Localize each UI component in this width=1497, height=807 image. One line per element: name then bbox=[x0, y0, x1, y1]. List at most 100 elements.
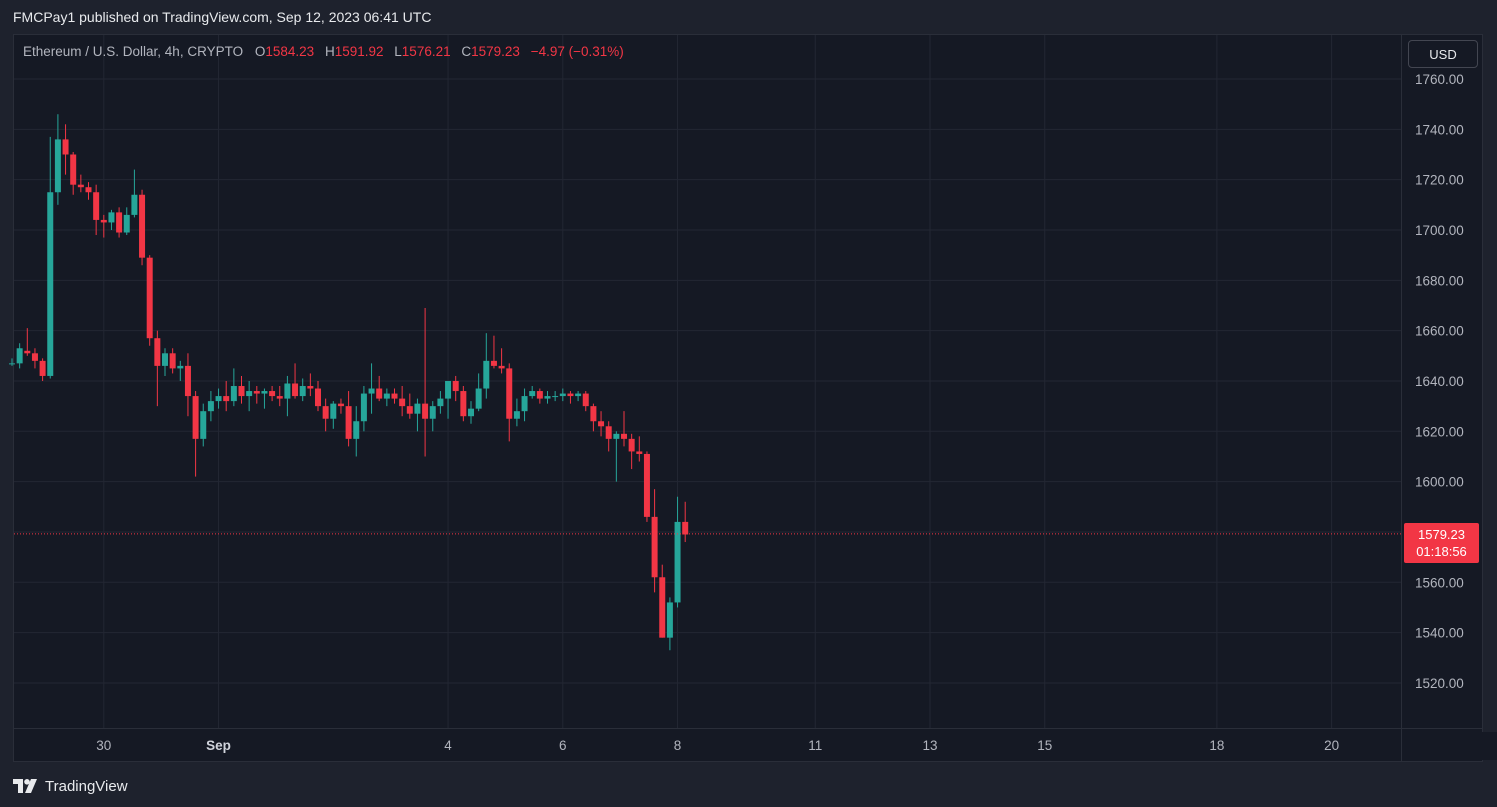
candle-body bbox=[276, 396, 283, 399]
candle-body bbox=[429, 406, 436, 419]
candle-body bbox=[77, 184, 84, 188]
candle bbox=[368, 363, 375, 414]
candle-body bbox=[360, 393, 367, 422]
x-tick-label: 15 bbox=[1037, 738, 1052, 753]
candle bbox=[628, 433, 635, 470]
y-tick-label: 1540.00 bbox=[1415, 626, 1464, 641]
symbol-legend: Ethereum / U.S. Dollar, 4h, CRYPTO O1584… bbox=[23, 44, 624, 59]
axis-corner bbox=[1402, 732, 1497, 760]
x-tick-label: 8 bbox=[674, 738, 682, 753]
candle-body bbox=[85, 187, 92, 193]
candle bbox=[353, 406, 360, 457]
y-tick-label: 1700.00 bbox=[1415, 223, 1464, 238]
candle bbox=[292, 363, 299, 399]
candle-body bbox=[483, 360, 490, 389]
candle bbox=[559, 388, 566, 402]
last-price-tag: 1579.23 01:18:56 bbox=[1404, 523, 1479, 563]
candle bbox=[62, 124, 69, 175]
chart-frame[interactable] bbox=[13, 34, 1483, 762]
symbol-title: Ethereum / U.S. Dollar, 4h, CRYPTO bbox=[23, 44, 244, 59]
candles bbox=[9, 114, 689, 651]
candle-body bbox=[337, 403, 344, 407]
candle-body bbox=[368, 388, 375, 394]
candle bbox=[322, 398, 329, 432]
candle bbox=[238, 375, 245, 404]
candle-body bbox=[215, 396, 222, 402]
candle-body bbox=[513, 411, 520, 419]
candle-body bbox=[223, 396, 230, 402]
candle-body bbox=[506, 368, 513, 419]
candle-body bbox=[299, 386, 306, 397]
bar-countdown: 01:18:56 bbox=[1416, 544, 1467, 559]
candle bbox=[261, 388, 268, 409]
x-tick-label: 18 bbox=[1209, 738, 1224, 753]
candle bbox=[9, 358, 15, 366]
candle bbox=[468, 401, 474, 424]
candle bbox=[169, 348, 176, 374]
candle-body bbox=[292, 383, 299, 397]
candle bbox=[422, 308, 429, 457]
candle bbox=[184, 353, 191, 417]
candle-body bbox=[207, 401, 214, 412]
candle bbox=[590, 403, 597, 432]
y-tick-label: 1680.00 bbox=[1415, 273, 1464, 288]
candle bbox=[521, 388, 528, 422]
change-value: −4.97 (−0.31%) bbox=[530, 44, 624, 59]
candle-body bbox=[353, 421, 360, 439]
candle bbox=[85, 182, 92, 200]
candle bbox=[490, 335, 497, 369]
open-label: O bbox=[254, 44, 266, 59]
candle-body bbox=[414, 403, 421, 414]
x-tick-label: 13 bbox=[922, 738, 937, 753]
candle bbox=[437, 391, 444, 414]
candle-body bbox=[582, 393, 589, 407]
candle-body bbox=[643, 453, 650, 517]
candle bbox=[47, 136, 54, 379]
candle bbox=[598, 411, 605, 437]
candle bbox=[192, 391, 199, 477]
x-tick-label: 6 bbox=[559, 738, 567, 753]
close-label: C bbox=[461, 44, 472, 59]
candle bbox=[544, 391, 551, 404]
y-tick-label: 1740.00 bbox=[1415, 122, 1464, 137]
footer-brand[interactable]: TradingView bbox=[13, 774, 128, 798]
candle-body bbox=[9, 363, 15, 365]
candle-body bbox=[376, 388, 383, 399]
candle-body bbox=[169, 353, 176, 369]
candle bbox=[223, 380, 230, 412]
currency-button[interactable]: USD bbox=[1408, 40, 1478, 68]
candle-body bbox=[16, 348, 23, 364]
candle bbox=[536, 388, 543, 404]
candle-body bbox=[100, 219, 107, 223]
candle-body bbox=[139, 194, 146, 258]
candle bbox=[31, 348, 38, 369]
candle bbox=[54, 114, 61, 205]
candle-body bbox=[468, 408, 474, 417]
candle bbox=[575, 391, 582, 402]
candle bbox=[666, 597, 673, 651]
candle-body bbox=[437, 398, 444, 407]
candle-body bbox=[116, 212, 123, 233]
candle-body bbox=[536, 391, 543, 399]
candle-body bbox=[598, 421, 605, 427]
time-axis[interactable]: 30 Sep 4 6 8 11 13 15 18 20 bbox=[96, 732, 1497, 760]
candle-body bbox=[31, 353, 38, 361]
y-tick-label: 1760.00 bbox=[1415, 72, 1464, 87]
candle bbox=[146, 255, 153, 346]
candle-body bbox=[154, 338, 161, 366]
candle bbox=[77, 174, 84, 193]
candle-body bbox=[636, 451, 643, 454]
candle bbox=[100, 214, 107, 238]
candle-body bbox=[284, 383, 291, 399]
price-axis[interactable]: 1760.00 1740.00 1720.00 1700.00 1680.00 1660.… bbox=[1415, 72, 1464, 691]
candle-body bbox=[445, 380, 452, 399]
candle-body bbox=[544, 396, 551, 399]
candle-body bbox=[490, 360, 497, 366]
candle-body bbox=[460, 391, 467, 417]
candle bbox=[162, 348, 168, 376]
candle bbox=[651, 489, 658, 593]
y-tick-label: 1600.00 bbox=[1415, 475, 1464, 490]
candle bbox=[276, 386, 283, 407]
candle-body bbox=[253, 391, 260, 394]
